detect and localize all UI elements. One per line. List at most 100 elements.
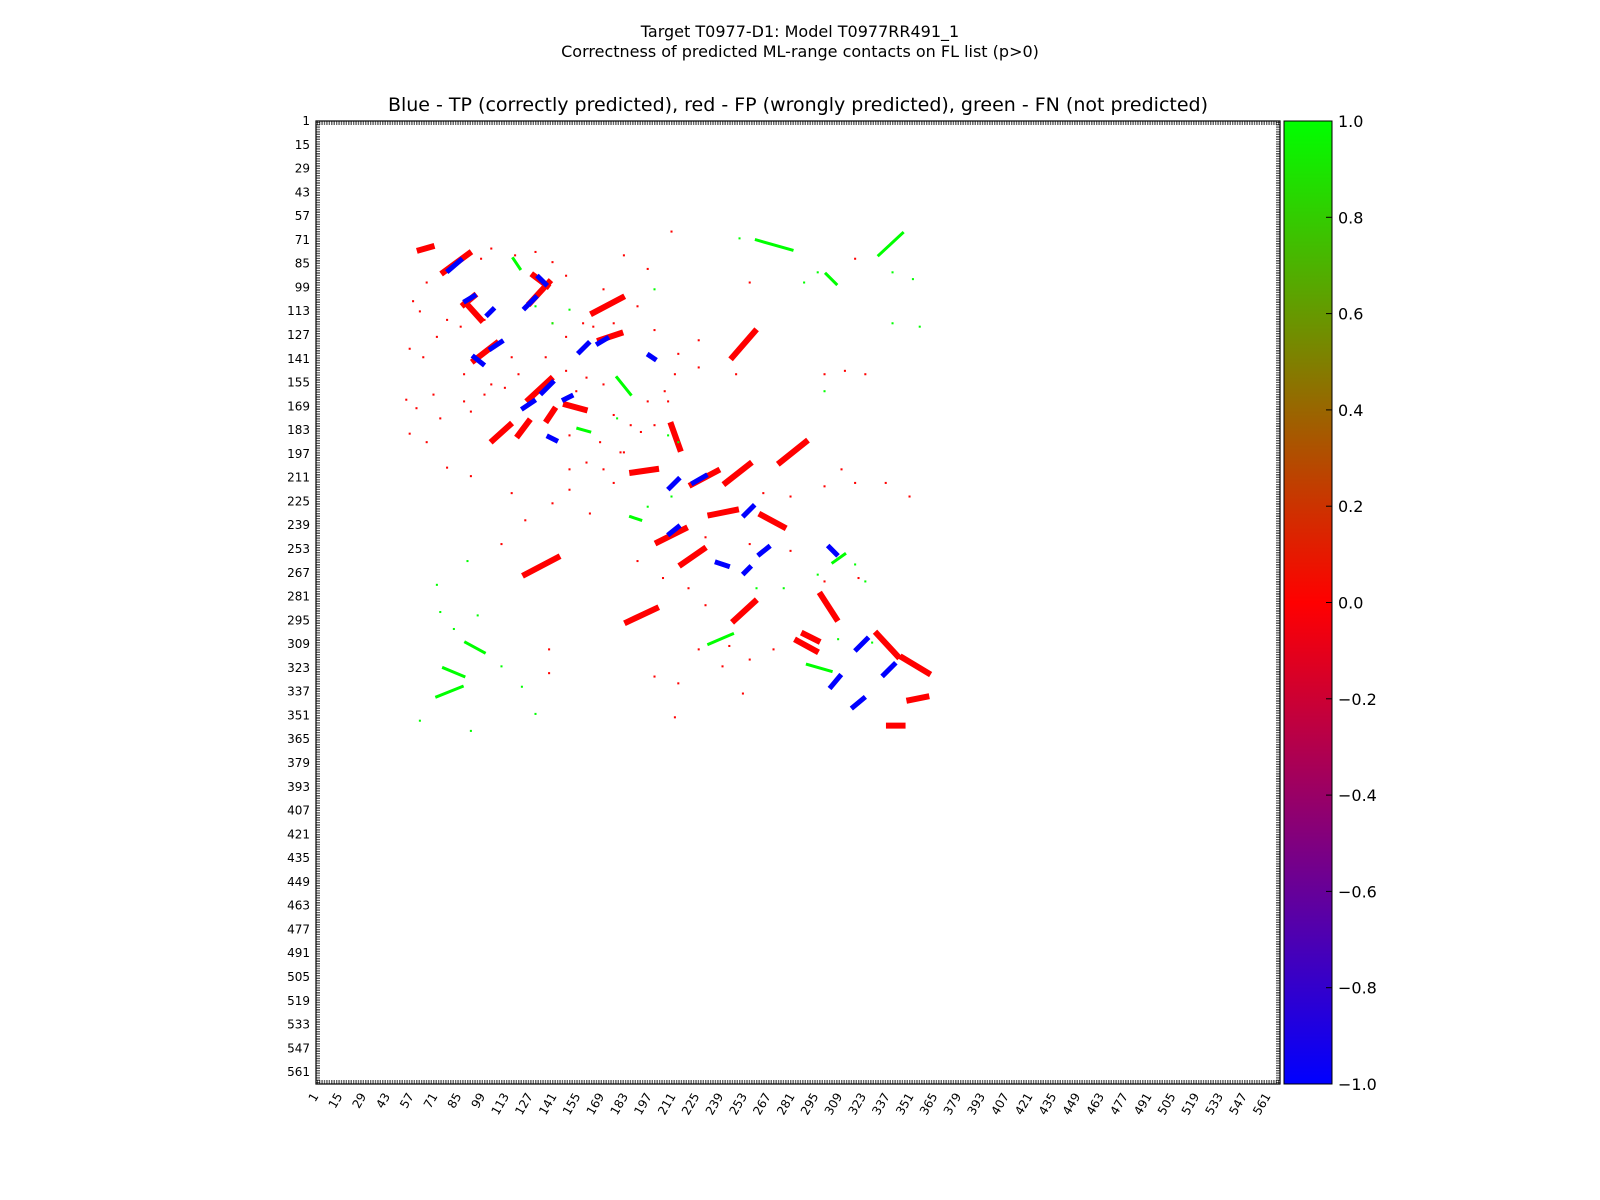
x-tick-label: 421 xyxy=(1012,1091,1036,1118)
x-tick-label: 211 xyxy=(655,1091,679,1118)
fp-contact-cluster xyxy=(898,653,933,678)
x-tick-label: 99 xyxy=(468,1091,488,1111)
fp-contact-point xyxy=(575,390,578,393)
tp-contact-cluster xyxy=(535,273,550,288)
x-tick-label: 113 xyxy=(488,1091,512,1118)
fp-contact-cluster xyxy=(728,327,759,362)
tp-contact-cluster xyxy=(462,292,478,305)
colorbar-tick-label: 0.4 xyxy=(1338,401,1363,420)
x-tick-label: 561 xyxy=(1250,1091,1274,1118)
fn-contact-point xyxy=(667,434,670,437)
fp-contact-cluster xyxy=(461,298,486,324)
fn-contact-cluster xyxy=(706,631,735,647)
fn-contact-point xyxy=(469,729,472,732)
fn-contact-cluster xyxy=(511,256,523,271)
fp-contact-point xyxy=(687,587,690,590)
fp-contact-point xyxy=(602,468,605,471)
fp-contact-point xyxy=(636,560,639,563)
fp-contact-point xyxy=(568,434,571,437)
tp-contact-cluster xyxy=(880,660,898,679)
x-tick-label: 29 xyxy=(349,1091,369,1111)
fp-contact-point xyxy=(422,356,425,359)
fp-contact-point xyxy=(789,495,792,498)
fp-contact-point xyxy=(602,383,605,386)
x-tick-label: 365 xyxy=(917,1091,941,1118)
y-tick-label: 533 xyxy=(287,1018,310,1032)
x-tick-label: 547 xyxy=(1226,1091,1250,1118)
y-tick-label: 197 xyxy=(287,447,310,461)
tp-contact-cluster xyxy=(560,392,575,403)
plot-area xyxy=(316,121,1280,1084)
tp-contact-cluster xyxy=(487,338,505,353)
fp-contact-point xyxy=(823,373,826,376)
fp-contact-point xyxy=(728,644,731,647)
y-tick-label: 239 xyxy=(287,518,310,532)
y-tick-label: 337 xyxy=(287,685,310,699)
y-tick-label: 169 xyxy=(287,399,310,413)
x-tick-label: 393 xyxy=(964,1091,988,1118)
fn-contact-point xyxy=(803,281,806,284)
fp-contact-point xyxy=(646,267,649,270)
tp-contact-cluster xyxy=(825,543,840,558)
fp-contact-point xyxy=(510,492,513,495)
fp-contact-cluster xyxy=(524,374,555,404)
colorbar-tick-label: 0.8 xyxy=(1338,208,1363,227)
y-tick-label: 309 xyxy=(287,637,310,651)
fp-contact-point xyxy=(670,230,673,233)
fn-contact-cluster xyxy=(823,271,839,287)
y-tick-label: 225 xyxy=(287,494,310,508)
fp-contact-cluster xyxy=(543,405,559,425)
fp-contact-point xyxy=(735,373,738,376)
tp-contact-cluster xyxy=(756,543,772,558)
fn-contact-point xyxy=(782,587,785,590)
fn-contact-point xyxy=(551,322,554,325)
y-tick-label: 211 xyxy=(287,471,310,485)
fp-contact-point xyxy=(425,281,428,284)
y-tick-label: 463 xyxy=(287,899,310,913)
tp-contact-cluster xyxy=(484,305,497,319)
fp-contact-point xyxy=(704,604,707,607)
y-tick-label: 547 xyxy=(287,1041,310,1055)
fp-contact-point xyxy=(636,305,639,308)
fn-contact-cluster xyxy=(575,426,592,434)
fp-contact-point xyxy=(697,648,700,651)
fp-contact-point xyxy=(588,512,591,515)
fp-contact-cluster xyxy=(872,629,902,661)
fp-contact-point xyxy=(629,424,632,427)
fp-contact-cluster xyxy=(521,553,562,579)
x-tick-label: 505 xyxy=(1155,1091,1179,1118)
fn-contact-point xyxy=(568,308,571,311)
fp-contact-point xyxy=(646,400,649,403)
fn-contact-cluster xyxy=(463,640,487,655)
fp-contact-point xyxy=(639,430,642,433)
fp-contact-point xyxy=(762,492,765,495)
x-tick-label: 43 xyxy=(373,1091,393,1111)
x-tick-label: 155 xyxy=(560,1091,584,1118)
fp-contact-point xyxy=(483,318,486,321)
tp-contact-cluster xyxy=(853,635,871,653)
fp-contact-point xyxy=(612,322,615,325)
fn-contact-point xyxy=(738,237,741,240)
fp-contact-point xyxy=(534,250,537,253)
fp-contact-cluster xyxy=(721,459,754,487)
tp-contact-cluster xyxy=(545,433,560,444)
colorbar-tick-label: −0.6 xyxy=(1338,882,1377,901)
fp-contact-point xyxy=(469,410,472,413)
fp-contact-point xyxy=(721,665,724,668)
fn-contact-cluster xyxy=(614,375,633,397)
fn-contact-cluster xyxy=(805,662,834,674)
fp-contact-cluster xyxy=(562,400,589,414)
fp-contact-point xyxy=(565,335,568,338)
fp-contact-point xyxy=(568,488,571,491)
fp-contact-point xyxy=(435,335,438,338)
x-tick-label: 337 xyxy=(869,1091,893,1118)
y-tick-label: 365 xyxy=(287,732,310,746)
fp-contact-point xyxy=(748,281,751,284)
y-tick-label: 351 xyxy=(287,708,310,722)
fp-contact-point xyxy=(857,577,860,580)
fn-contact-point xyxy=(476,614,479,617)
x-tick-label: 239 xyxy=(703,1091,727,1118)
x-tick-label: 281 xyxy=(774,1091,798,1118)
x-tick-label: 141 xyxy=(536,1091,560,1118)
fp-contact-point xyxy=(612,413,615,417)
